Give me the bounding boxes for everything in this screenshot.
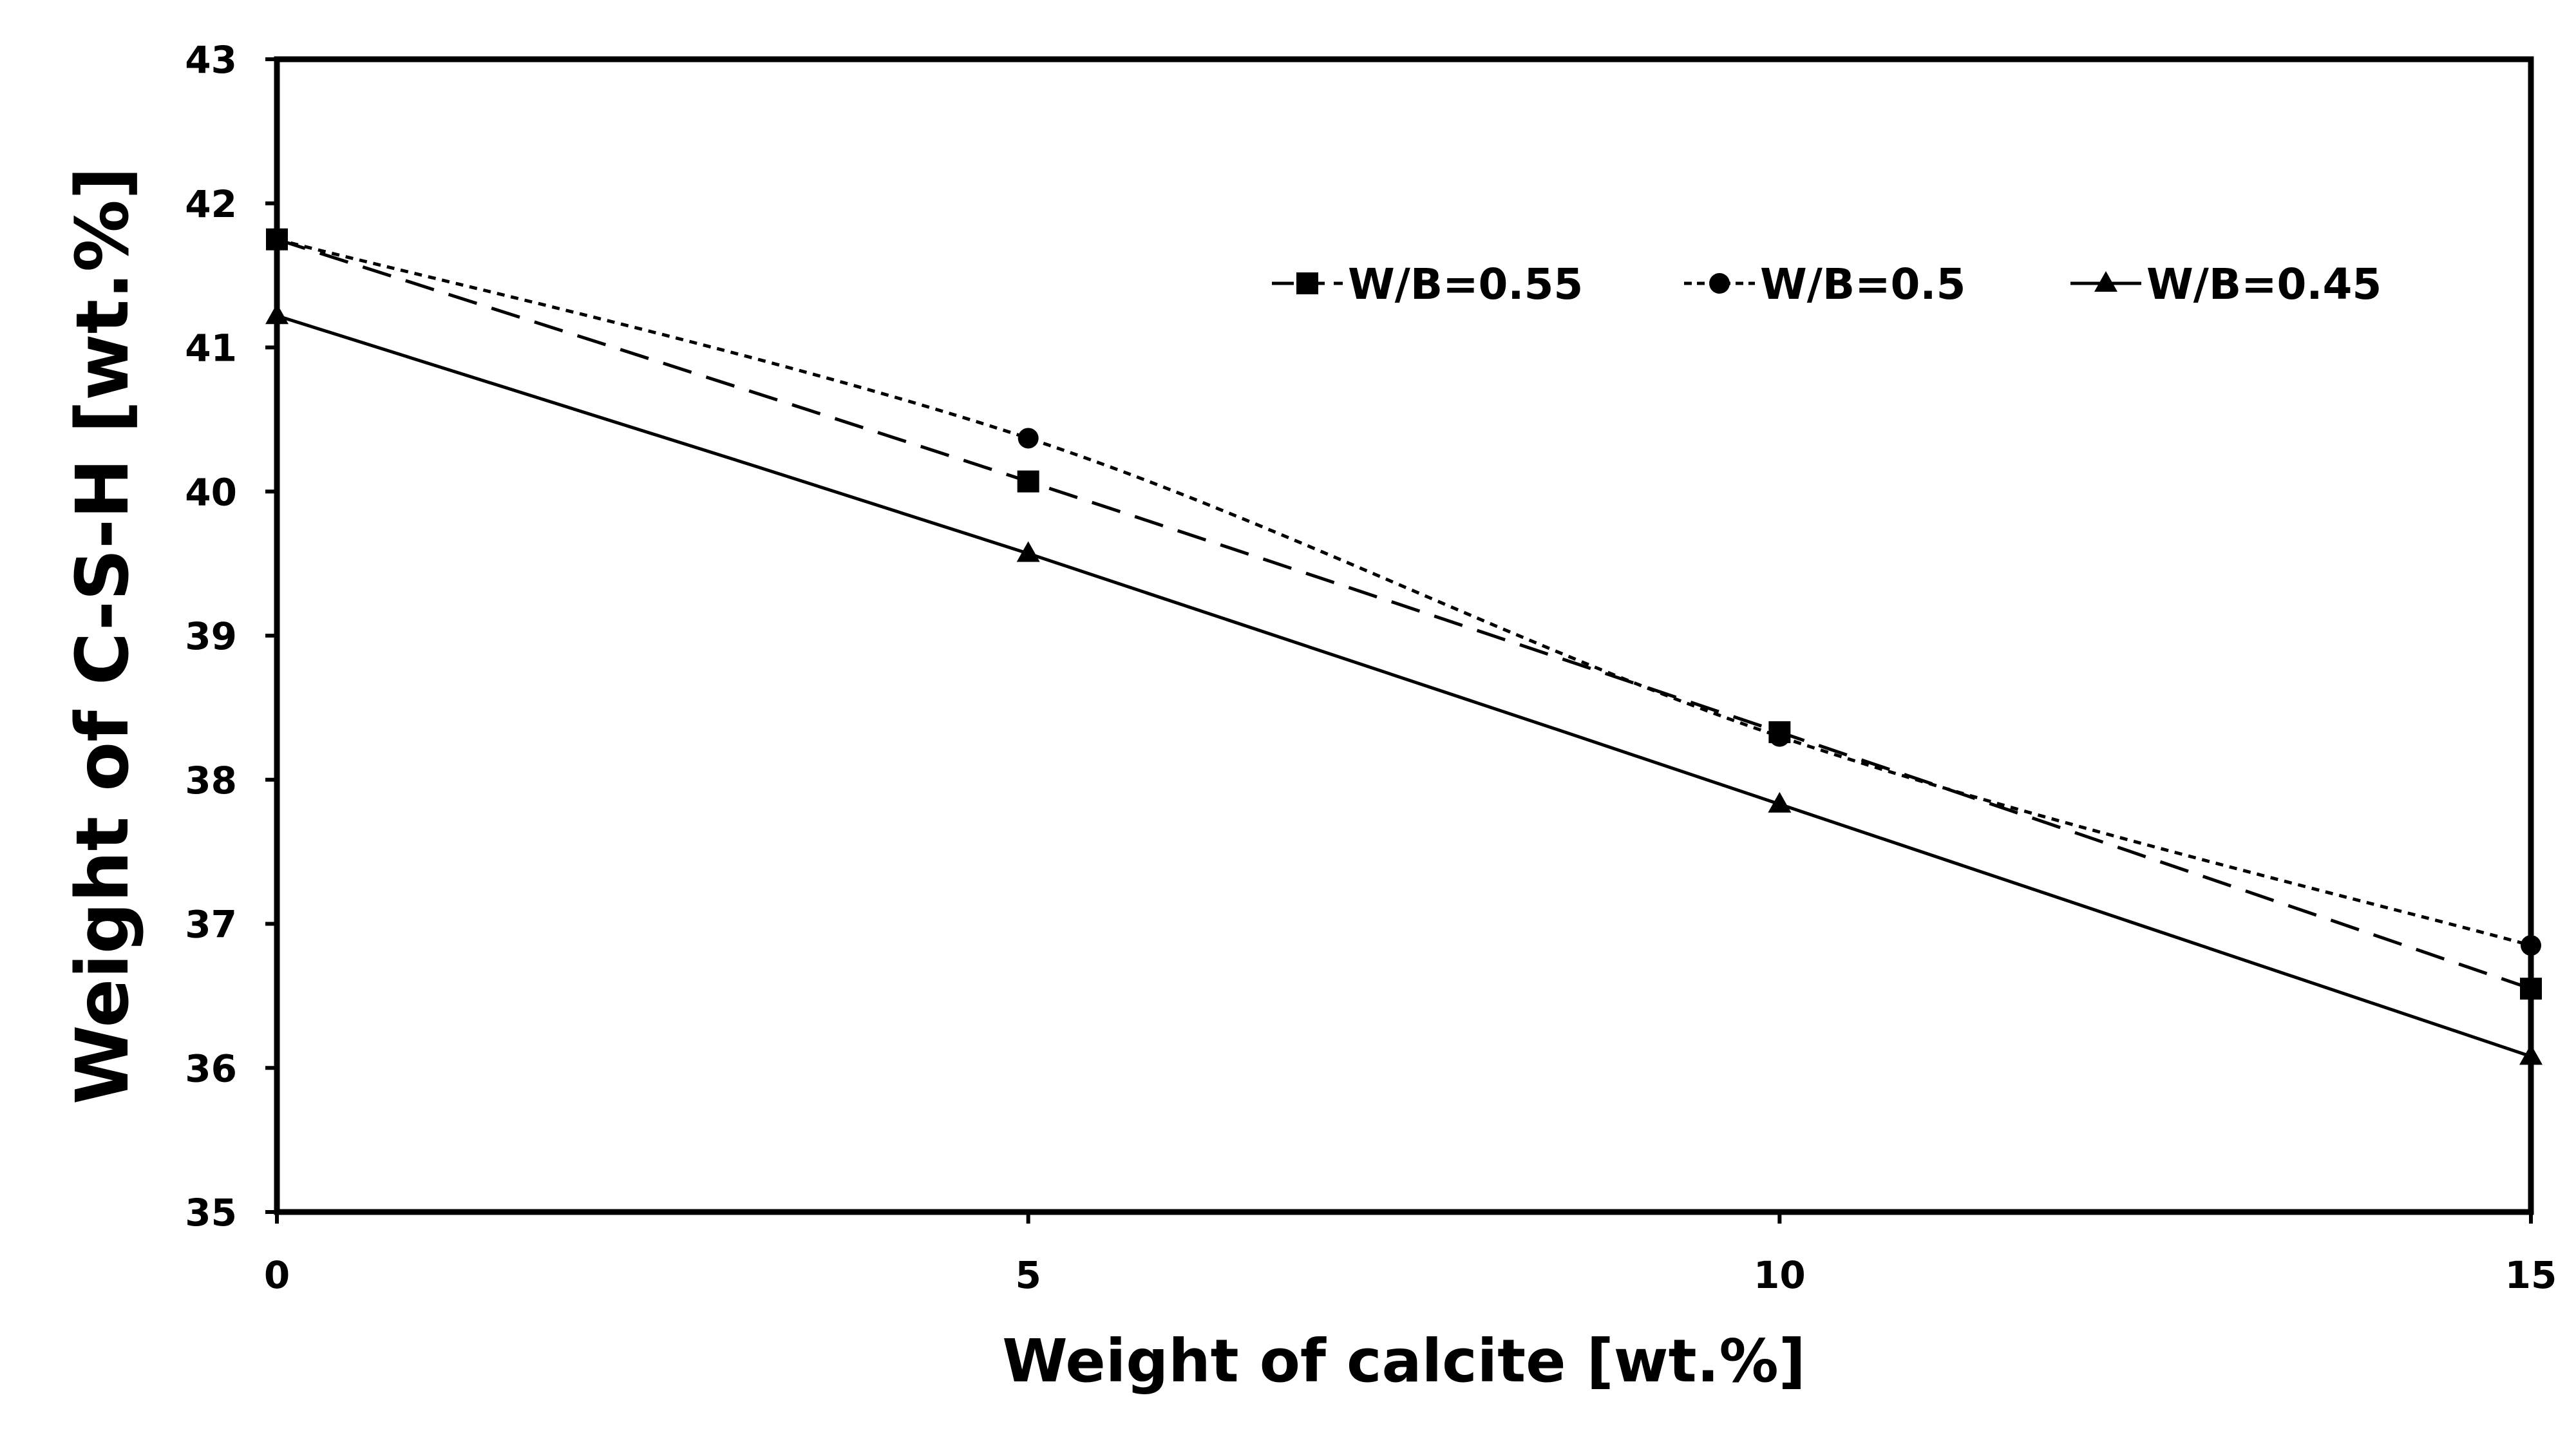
series-triangle: [265, 303, 2543, 1065]
data-point: [1016, 541, 1040, 562]
x-tick-label: 0: [264, 1253, 290, 1297]
y-tick-label: 35: [185, 1191, 237, 1235]
plot-frame: [274, 56, 2534, 1215]
data-point: [2519, 1044, 2543, 1065]
data-point: [1018, 428, 1039, 449]
y-tick-label: 38: [185, 759, 237, 802]
series-circle: [267, 229, 2541, 956]
legend: W/B=0.55 W/B=0.5 W/B=0.45: [1272, 260, 2382, 309]
data-point: [265, 303, 289, 325]
legend-label: W/B=0.55: [1348, 260, 1583, 309]
x-tick-label: 15: [2505, 1253, 2557, 1297]
legend-item: W/B=0.55: [1272, 260, 1583, 309]
series-line: [276, 238, 2532, 947]
data-point: [2520, 978, 2542, 1000]
data-point: [1768, 791, 1792, 813]
legend-item: W/B=0.45: [2070, 260, 2382, 309]
series-layer: [265, 228, 2543, 1065]
y-tick-label: 42: [185, 182, 237, 226]
data-point: [267, 229, 287, 250]
series-line: [276, 314, 2532, 1058]
legend-item: W/B=0.5: [1684, 260, 1965, 309]
y-tick-label: 36: [185, 1046, 237, 1090]
series-line: [276, 238, 2532, 990]
series-square: [266, 228, 2542, 1000]
y-axis-title: Weight of C-S-H [wt.%]: [61, 167, 145, 1104]
legend-label: W/B=0.5: [1760, 260, 1965, 309]
legend-label: W/B=0.45: [2146, 260, 2382, 309]
y-axis: 35 36 37 38 39 40 41 42 43: [185, 38, 277, 1235]
legend-marker: [2094, 271, 2117, 292]
data-point: [1017, 470, 1039, 493]
y-tick-label: 43: [185, 38, 237, 82]
x-axis-title: Weight of calcite [wt.%]: [1002, 1327, 1806, 1396]
y-tick-label: 39: [185, 614, 237, 658]
y-tick-label: 41: [185, 327, 237, 370]
x-tick-label: 10: [1754, 1253, 1806, 1297]
data-point: [2521, 935, 2541, 956]
y-tick-label: 37: [185, 903, 237, 947]
y-tick-label: 40: [185, 470, 237, 514]
legend-marker: [1296, 272, 1318, 294]
legend-marker: [1709, 273, 1730, 294]
x-axis: 0 5 10 15: [264, 1212, 2557, 1297]
x-tick-label: 5: [1015, 1253, 1041, 1297]
data-point: [1769, 726, 1790, 747]
